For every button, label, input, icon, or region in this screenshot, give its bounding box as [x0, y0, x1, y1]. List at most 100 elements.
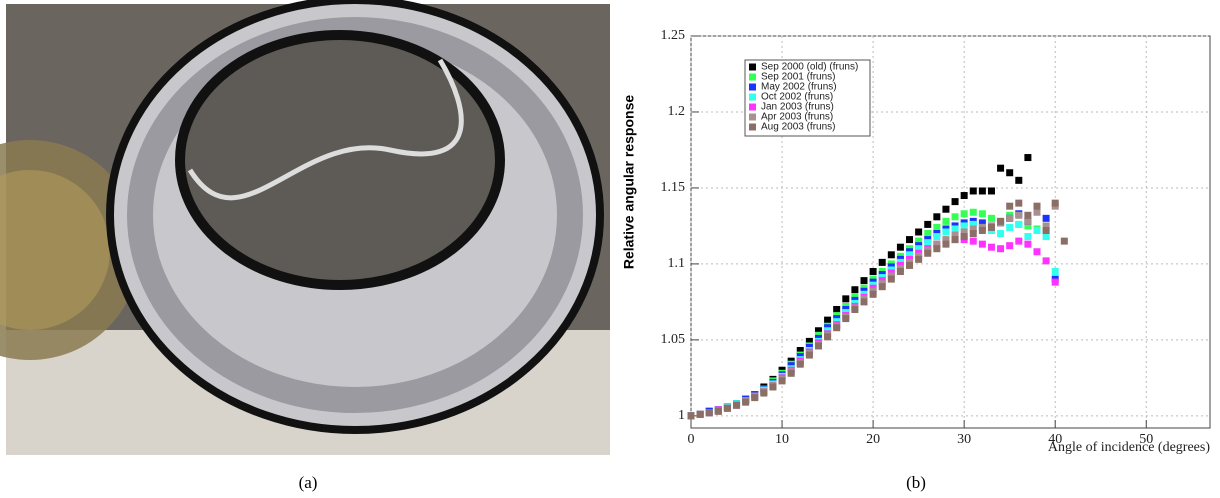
data-point: [796, 347, 804, 355]
legend-swatch: [749, 103, 756, 111]
x-axis-label: Angle of incidence (degrees): [1048, 440, 1210, 455]
photo-pmt-glass: [0, 170, 110, 330]
data-point: [997, 217, 1005, 225]
legend-box: [744, 59, 871, 137]
data-point: [978, 240, 986, 248]
data-point: [805, 337, 813, 345]
data-point: [987, 187, 995, 195]
data-point: [1042, 222, 1050, 230]
data-point: [951, 198, 959, 206]
data-point: [933, 223, 941, 231]
photo-inner-hole: [175, 30, 505, 290]
data-point: [915, 245, 923, 253]
x-tick-label: 0: [688, 432, 695, 447]
y-tick-label: 1.05: [661, 332, 686, 347]
data-point: [696, 410, 704, 418]
legend-label: Sep 2000 (old) (fruns): [761, 62, 858, 73]
data-point: [960, 210, 968, 218]
data-point: [933, 213, 941, 221]
data-point: [1051, 199, 1059, 207]
data-point: [705, 409, 713, 417]
data-point: [933, 245, 941, 253]
data-point: [787, 369, 795, 377]
data-point: [960, 228, 968, 236]
data-point: [860, 298, 868, 306]
data-point: [1024, 217, 1032, 225]
data-point: [824, 333, 832, 341]
data-point: [997, 164, 1005, 172]
data-point: [969, 237, 977, 245]
data-point: [869, 290, 877, 298]
data-point: [1006, 242, 1014, 250]
legend-swatch: [749, 113, 756, 121]
data-point: [1015, 211, 1023, 219]
legend-swatch: [749, 73, 756, 81]
data-point: [851, 286, 859, 294]
data-point: [997, 230, 1005, 238]
data-point: [714, 407, 722, 415]
data-point: [896, 268, 904, 276]
data-point: [1006, 214, 1014, 222]
data-point: [896, 243, 904, 251]
data-point: [978, 210, 986, 218]
data-point: [942, 240, 950, 248]
data-point: [933, 240, 941, 248]
data-point: [951, 213, 959, 221]
chart-caption: (b): [906, 473, 926, 492]
data-point: [1033, 208, 1041, 216]
data-point: [760, 389, 768, 397]
data-point: [1015, 237, 1023, 245]
data-point: [796, 360, 804, 368]
data-point: [833, 305, 841, 313]
data-point: [906, 236, 914, 244]
data-point: [978, 187, 986, 195]
legend-label: Aug 2003 (fruns): [761, 122, 836, 133]
data-point: [860, 277, 868, 285]
data-point: [1006, 169, 1014, 177]
data-point: [1024, 240, 1032, 248]
data-point: [969, 220, 977, 228]
y-axis-label: Relative angular response: [621, 95, 637, 270]
photo-caption: (a): [299, 473, 318, 492]
data-point: [842, 315, 850, 323]
y-tick-label: 1.2: [668, 104, 686, 119]
data-point: [951, 225, 959, 233]
legend-label: May 2002 (fruns): [761, 82, 837, 93]
legend-label: Oct 2002 (fruns): [761, 92, 833, 103]
data-point: [942, 228, 950, 236]
data-point: [969, 225, 977, 233]
data-point: [933, 233, 941, 241]
data-point: [878, 283, 886, 291]
data-point: [942, 205, 950, 213]
photo-cable: [187, 58, 464, 201]
data-point: [878, 258, 886, 266]
data-point: [942, 217, 950, 225]
data-point: [842, 295, 850, 303]
data-point: [915, 255, 923, 263]
data-point: [997, 245, 1005, 253]
legend-swatch: [749, 63, 756, 71]
data-point: [960, 233, 968, 241]
data-point: [769, 383, 777, 391]
data-point: [906, 261, 914, 269]
data-point: [1015, 199, 1023, 207]
data-point: [978, 226, 986, 234]
data-point: [824, 316, 832, 324]
data-point: [887, 275, 895, 283]
data-point: [906, 251, 914, 259]
y-tick-label: 1.15: [661, 180, 686, 195]
y-tick-label: 1.1: [668, 256, 686, 271]
legend-swatch: [749, 93, 756, 101]
x-tick-label: 40: [1048, 432, 1062, 447]
legend-label: Jan 2003 (fruns): [761, 102, 834, 113]
data-point: [924, 239, 932, 247]
data-point: [887, 251, 895, 259]
legend-swatch: [749, 123, 756, 131]
photo: [0, 0, 610, 455]
data-point: [778, 377, 786, 385]
data-point: [951, 231, 959, 239]
legend-label: Apr 2003 (fruns): [761, 112, 833, 123]
data-point: [814, 342, 822, 350]
